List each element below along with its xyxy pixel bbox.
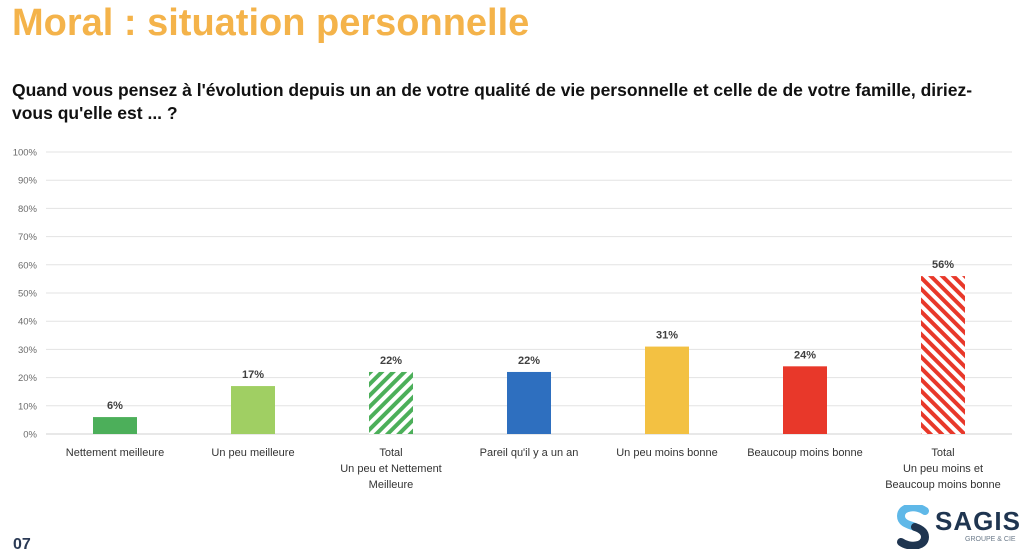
- y-tick-label: 80%: [18, 204, 38, 215]
- x-tick-label: Un peu moins bonne: [616, 447, 718, 459]
- bar: [645, 346, 689, 434]
- bar: [783, 366, 827, 434]
- bar: [921, 276, 965, 434]
- bar-chart: 0% 10% 20% 30% 40% 50% 60% 70% 80% 90% 100% 6% 17% 2…: [13, 148, 1012, 491]
- data-label: 17%: [242, 369, 264, 381]
- data-label: 22%: [518, 355, 540, 367]
- bar: [231, 386, 275, 434]
- y-tick-label: 90%: [18, 176, 38, 187]
- page-title: Moral : situation personnelle: [12, 2, 530, 44]
- y-tick-label: 100%: [13, 148, 38, 159]
- logo-name: SAGIS: [935, 506, 1021, 536]
- logo-subtitle: GROUPE & CIE: [965, 536, 1016, 543]
- page-number: 07: [13, 536, 31, 553]
- bar: [93, 417, 137, 434]
- x-tick-label: Total Un peu et Nettement Meilleure: [340, 447, 442, 491]
- data-label: 24%: [794, 349, 816, 361]
- data-label: 22%: [380, 355, 402, 367]
- data-label: 31%: [656, 330, 678, 342]
- y-tick-label: 50%: [18, 289, 38, 300]
- y-tick-label: 10%: [18, 401, 38, 412]
- y-tick-label: 20%: [18, 373, 38, 384]
- y-tick-label: 30%: [18, 345, 38, 356]
- x-tick-label: Nettement meilleure: [66, 447, 164, 459]
- sagis-logo: SAGIS GROUPE & CIE: [895, 503, 1020, 553]
- sagis-s-icon: [896, 505, 930, 549]
- x-tick-label: Pareil qu'il y a un an: [480, 447, 579, 459]
- y-tick-label: 40%: [18, 317, 38, 328]
- x-tick-label: Total Un peu moins et Beaucoup moins bonne: [885, 447, 1001, 491]
- y-tick-label: 70%: [18, 232, 38, 243]
- y-tick-label: 60%: [18, 260, 38, 271]
- x-tick-label: Beaucoup moins bonne: [747, 447, 863, 459]
- y-tick-label: 0%: [23, 430, 37, 441]
- bar: [369, 371, 413, 434]
- survey-question: Quand vous pensez à l'évolution depuis u…: [12, 80, 973, 123]
- data-label: 6%: [107, 400, 123, 412]
- bar: [507, 371, 551, 434]
- x-tick-label: Un peu meilleure: [211, 447, 294, 459]
- data-label: 56%: [932, 259, 954, 271]
